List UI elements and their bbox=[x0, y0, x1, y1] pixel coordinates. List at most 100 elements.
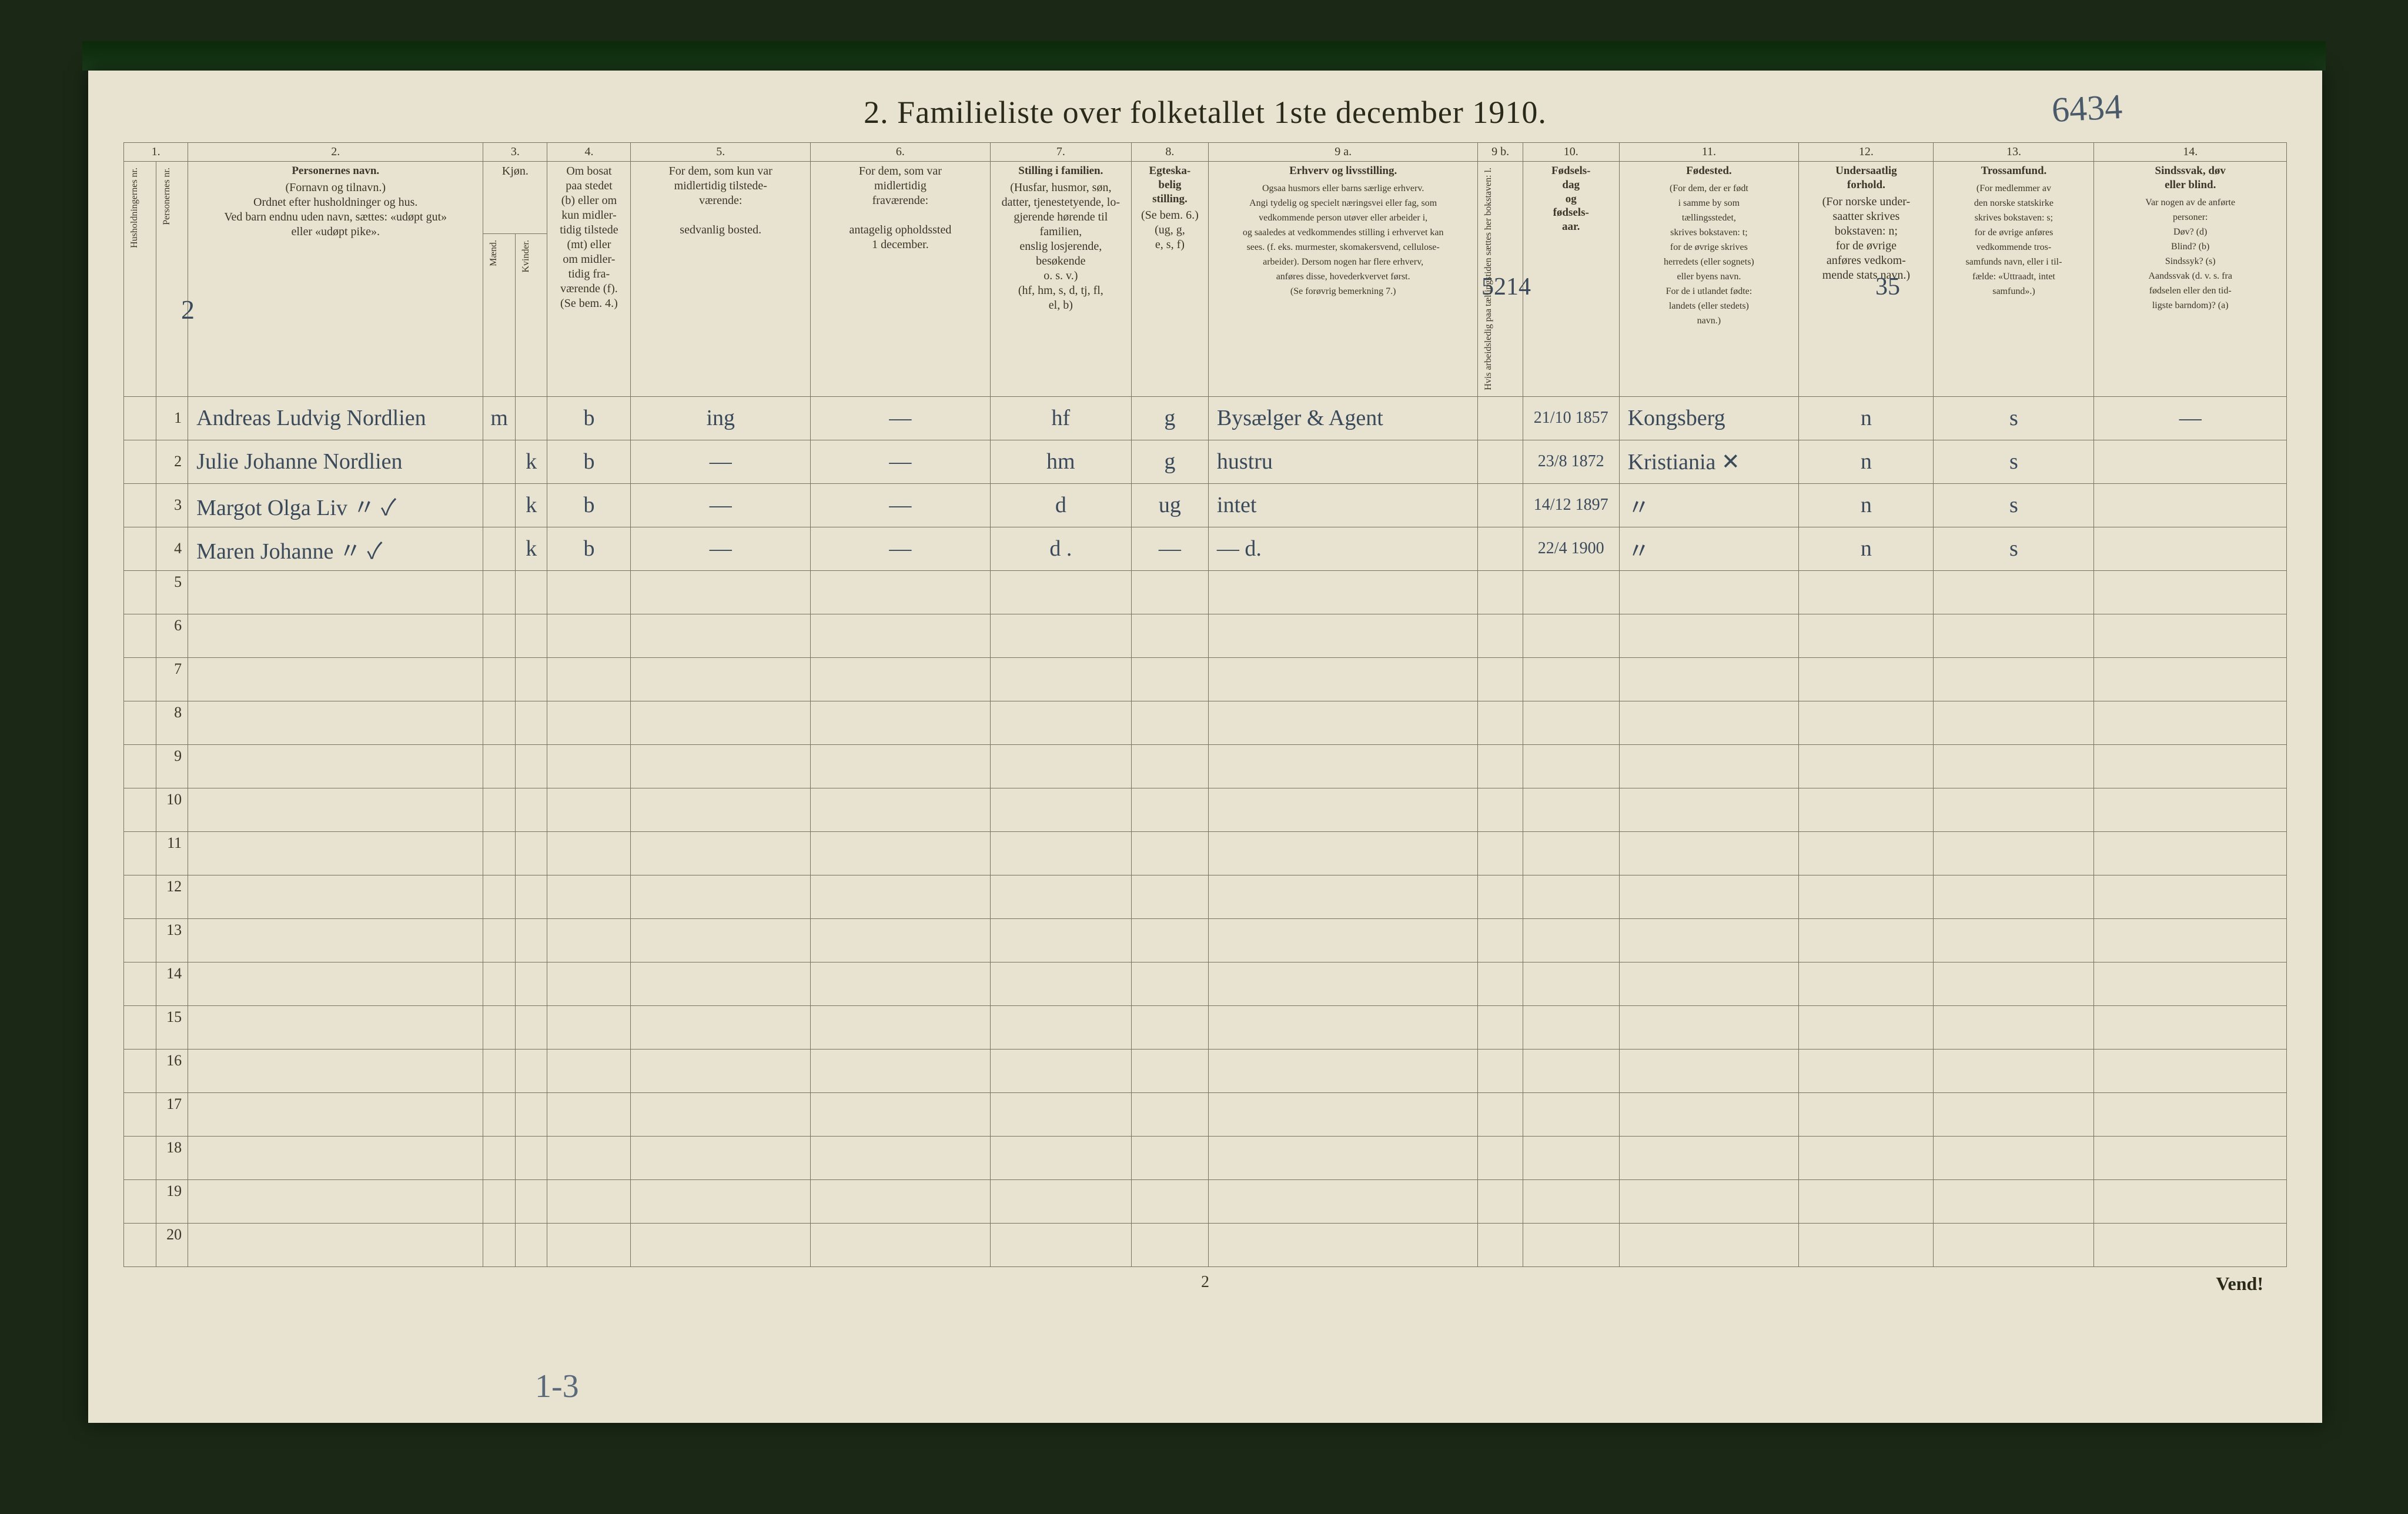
cell-empty bbox=[483, 918, 516, 962]
cell-empty bbox=[1619, 657, 1799, 701]
cell-empty bbox=[1131, 831, 1208, 875]
cell-empty bbox=[483, 1005, 516, 1049]
cell-empty bbox=[483, 701, 516, 744]
cell-empty bbox=[1619, 1223, 1799, 1266]
colnum-14: 14. bbox=[2094, 143, 2287, 162]
hdr-sex-m-text: Mænd. bbox=[487, 236, 501, 270]
cell-empty bbox=[2094, 570, 2287, 614]
cell-empty bbox=[1799, 570, 1934, 614]
cell-empty bbox=[1799, 918, 1934, 962]
colnum-6: 6. bbox=[811, 143, 991, 162]
cell-empty bbox=[990, 657, 1131, 701]
cell-empty bbox=[515, 1136, 547, 1179]
cell-empty bbox=[1619, 1136, 1799, 1179]
cell-empty bbox=[2094, 614, 2287, 657]
cell-empty bbox=[1523, 875, 1619, 918]
cell-bosat: b bbox=[547, 440, 631, 483]
cell-empty bbox=[1131, 701, 1208, 744]
table-row-empty: 17 bbox=[124, 1092, 2287, 1136]
colnum-4: 4. bbox=[547, 143, 631, 162]
cell-empty bbox=[1934, 831, 2094, 875]
cell-empty bbox=[483, 875, 516, 918]
cell-empty bbox=[1131, 570, 1208, 614]
cell-empty bbox=[1799, 788, 1934, 831]
colnum-8: 8. bbox=[1131, 143, 1208, 162]
cell-household bbox=[124, 483, 156, 527]
cell-empty bbox=[1131, 875, 1208, 918]
cell-household bbox=[124, 1005, 156, 1049]
cell-empty bbox=[811, 1092, 991, 1136]
cell-empty bbox=[811, 831, 991, 875]
cell-empty bbox=[1523, 962, 1619, 1005]
colnum-13: 13. bbox=[1934, 143, 2094, 162]
cell-empty bbox=[1619, 1092, 1799, 1136]
cell-empty bbox=[811, 701, 991, 744]
cell-empty bbox=[547, 1179, 631, 1223]
colnum-10: 10. bbox=[1523, 143, 1619, 162]
cell-empty bbox=[515, 1049, 547, 1092]
cell-empty bbox=[1619, 570, 1799, 614]
cell-arbeidsledig bbox=[1478, 396, 1523, 440]
table-row-empty: 20 bbox=[124, 1223, 2287, 1266]
cell-person-nr: 20 bbox=[156, 1223, 188, 1266]
cell-undersaat: n bbox=[1799, 527, 1934, 570]
cell-empty bbox=[1208, 1049, 1478, 1092]
cell-mf-opphold: — bbox=[811, 527, 991, 570]
cell-empty bbox=[1934, 1005, 2094, 1049]
hdr-erhverv-lbl: Erhverv og livsstilling. bbox=[1212, 164, 1474, 178]
cell-empty bbox=[188, 701, 483, 744]
cell-name: Maren Johanne 〃 ✓ bbox=[188, 527, 483, 570]
cell-empty bbox=[1478, 1179, 1523, 1223]
cell-fodested: 〃 bbox=[1619, 483, 1799, 527]
cell-erhverv: Bysælger & Agent bbox=[1208, 396, 1478, 440]
cell-empty bbox=[1523, 918, 1619, 962]
cell-egteskab: ug bbox=[1131, 483, 1208, 527]
cell-empty bbox=[1934, 788, 2094, 831]
cell-empty bbox=[1523, 614, 1619, 657]
colnum-9a: 9 a. bbox=[1208, 143, 1478, 162]
cell-empty bbox=[1523, 570, 1619, 614]
cell-empty bbox=[515, 701, 547, 744]
hdr-erhverv: Erhverv og livsstilling. Ogsaa husmors e… bbox=[1208, 162, 1478, 397]
table-row-empty: 6 bbox=[124, 614, 2287, 657]
cell-empty bbox=[631, 788, 811, 831]
cell-empty bbox=[547, 1136, 631, 1179]
cell-undersaat: n bbox=[1799, 396, 1934, 440]
cell-empty bbox=[2094, 831, 2287, 875]
cell-empty bbox=[1131, 1179, 1208, 1223]
table-row-empty: 7 bbox=[124, 657, 2287, 701]
cell-empty bbox=[1478, 831, 1523, 875]
cell-empty bbox=[547, 614, 631, 657]
census-page: 2. Familieliste over folketallet 1ste de… bbox=[88, 71, 2322, 1423]
cell-empty bbox=[1478, 1223, 1523, 1266]
cell-mt-bosted: — bbox=[631, 483, 811, 527]
cell-person-nr: 9 bbox=[156, 744, 188, 788]
cell-empty bbox=[811, 1223, 991, 1266]
cell-empty bbox=[1131, 1136, 1208, 1179]
cell-empty bbox=[1208, 614, 1478, 657]
cell-empty bbox=[2094, 788, 2287, 831]
cell-empty bbox=[515, 788, 547, 831]
cell-empty bbox=[547, 831, 631, 875]
colnum-5: 5. bbox=[631, 143, 811, 162]
cell-undersaat: n bbox=[1799, 483, 1934, 527]
cell-empty bbox=[188, 1223, 483, 1266]
hdr-trossamfund: Trossamfund. (For medlemmer av den norsk… bbox=[1934, 162, 2094, 397]
cell-empty bbox=[990, 788, 1131, 831]
cell-empty bbox=[547, 1049, 631, 1092]
cell-fodested: Kongsberg bbox=[1619, 396, 1799, 440]
cell-household bbox=[124, 396, 156, 440]
turn-over-label: Vend! bbox=[2216, 1273, 2263, 1295]
hdr-erhverv-text: Ogsaa husmors eller barns særlige erhver… bbox=[1243, 183, 1444, 296]
cell-name: Julie Johanne Nordlien bbox=[188, 440, 483, 483]
cell-empty bbox=[515, 614, 547, 657]
cell-mf-opphold: — bbox=[811, 483, 991, 527]
cell-empty bbox=[631, 1092, 811, 1136]
cell-empty bbox=[2094, 1005, 2287, 1049]
cell-empty bbox=[811, 875, 991, 918]
colnum-12: 12. bbox=[1799, 143, 1934, 162]
cell-person-nr: 14 bbox=[156, 962, 188, 1005]
cell-sex-k: k bbox=[515, 440, 547, 483]
cell-empty bbox=[1208, 1179, 1478, 1223]
cell-empty bbox=[1208, 744, 1478, 788]
